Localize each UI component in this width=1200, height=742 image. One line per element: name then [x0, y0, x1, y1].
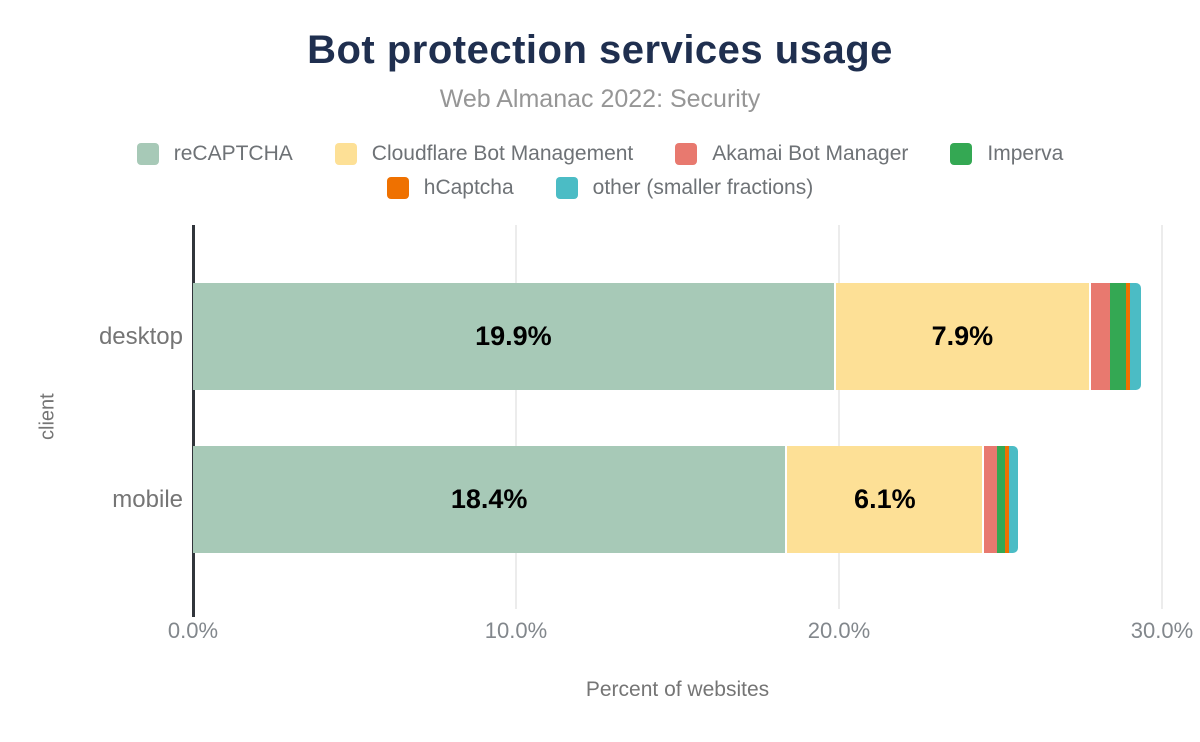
x-tick-label: 0.0%	[167, 618, 219, 643]
data-label: 19.9%	[475, 321, 552, 351]
category-label-desktop: desktop	[98, 322, 183, 350]
x-axis-title: Percent of websites	[585, 678, 770, 701]
bar-segment-mobile-cloudflare-bot-management: 6.1%	[787, 446, 983, 553]
bar-segment-desktop-cloudflare-bot-management: 7.9%	[835, 283, 1089, 390]
bar-segment-desktop-hcaptcha	[1126, 283, 1130, 390]
x-tick-label: 30.0%	[1130, 618, 1194, 643]
legend-item-akamai-bot-manager: Akamai Bot Manager	[675, 142, 908, 166]
legend-label: Cloudflare Bot Management	[371, 142, 634, 165]
bar-segment-mobile-akamai-bot-manager	[984, 446, 998, 553]
bar-segment-mobile-imperva	[997, 446, 1006, 553]
legend: reCAPTCHA Cloudflare Bot Management Akamai…	[0, 142, 1200, 200]
x-tick-label: 10.0%	[484, 618, 548, 643]
legend-item-cloudflare-bot-management: Cloudflare Bot Management	[334, 142, 634, 166]
bar-mobile: 18.4% 6.1%	[193, 446, 1019, 553]
legend-label: hCaptcha	[423, 176, 514, 199]
legend-row: reCAPTCHA Cloudflare Bot Management Akamai…	[136, 142, 1063, 166]
bar-segment-mobile-recaptcha: 18.4%	[193, 446, 786, 553]
legend-swatch-icon	[555, 177, 578, 199]
chart-title: Bot protection services usage	[307, 28, 893, 72]
y-axis-line	[192, 225, 195, 617]
legend-swatch-icon	[675, 143, 698, 165]
gridline	[1161, 225, 1163, 609]
legend-swatch-icon	[334, 143, 357, 165]
bar-segment-desktop-other-smaller-fractions	[1129, 283, 1141, 390]
gridline	[838, 225, 840, 609]
data-label: 18.4%	[450, 484, 528, 514]
bar-desktop: 19.9% 7.9%	[193, 283, 1141, 390]
gridline	[515, 225, 517, 609]
legend-item-other-smaller-fractions: other (smaller fractions)	[555, 176, 814, 200]
bar-segment-mobile-hcaptcha	[1005, 446, 1009, 553]
legend-label: reCAPTCHA	[173, 142, 293, 165]
bar-segment-desktop-imperva	[1110, 283, 1127, 390]
plot-area: 19.9% 7.9% 18.4% 6.1%	[192, 225, 1163, 617]
legend-label: Imperva	[987, 142, 1064, 165]
bar-segment-desktop-recaptcha: 19.9%	[193, 283, 834, 390]
bar-segment-mobile-other-smaller-fractions	[1008, 446, 1019, 553]
legend-swatch-icon	[950, 143, 973, 165]
legend-label: other (smaller fractions)	[592, 176, 814, 199]
bar-segment-desktop-akamai-bot-manager	[1090, 283, 1111, 390]
data-label: 6.1%	[854, 484, 916, 514]
legend-swatch-icon	[136, 143, 159, 165]
legend-swatch-icon	[386, 177, 409, 199]
legend-item-imperva: Imperva	[950, 142, 1063, 166]
data-label: 7.9%	[931, 321, 994, 351]
legend-item-hcaptcha: hCaptcha	[386, 176, 514, 200]
chart-subtitle: Web Almanac 2022: Security	[439, 85, 761, 113]
x-tick-label: 20.0%	[807, 618, 871, 643]
legend-label: Akamai Bot Manager	[712, 142, 909, 165]
category-label-mobile: mobile	[112, 485, 183, 513]
legend-row: hCaptcha other (smaller fractions)	[386, 176, 814, 200]
legend-item-recaptcha: reCAPTCHA	[136, 142, 293, 166]
